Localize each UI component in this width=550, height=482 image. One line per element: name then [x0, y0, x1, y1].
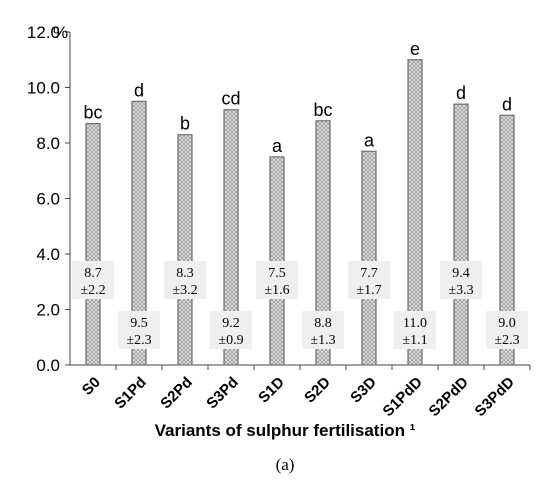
- bar: [85, 122, 101, 366]
- significance-letter: bc: [313, 100, 332, 120]
- data-label-sd: ±1.1: [402, 333, 427, 348]
- x-axis-title: Variants of sulphur fertilisation ¹: [155, 421, 416, 440]
- figure-caption: (a): [276, 455, 295, 474]
- data-label-mean: 9.5: [130, 316, 148, 331]
- bar: [269, 156, 285, 366]
- data-label-mean: 8.7: [84, 266, 102, 281]
- bar: [315, 120, 331, 366]
- category-label: S0: [79, 374, 104, 399]
- significance-letter: bc: [83, 103, 102, 123]
- data-label-box: [72, 261, 114, 299]
- data-label-box: [210, 311, 252, 349]
- significance-letter: cd: [221, 89, 240, 109]
- data-label-mean: 8.3: [176, 266, 194, 281]
- data-label-box: [256, 261, 298, 299]
- significance-letter: b: [180, 114, 190, 134]
- data-label-mean: 7.7: [360, 266, 378, 281]
- bar: [407, 59, 423, 366]
- data-label-mean: 7.5: [268, 266, 286, 281]
- data-label-sd: ±3.2: [172, 283, 197, 298]
- data-label-mean: 9.0: [498, 316, 516, 331]
- data-label-sd: ±1.3: [310, 333, 335, 348]
- significance-letter: d: [134, 80, 144, 100]
- data-label-sd: ±1.7: [356, 283, 381, 298]
- category-label: S2PdD: [426, 374, 472, 420]
- significance-letter: d: [456, 83, 466, 103]
- category-label: S2D: [301, 374, 334, 407]
- data-label-sd: ±2.3: [126, 333, 151, 348]
- y-tick-label: 2.0: [36, 301, 60, 320]
- y-tick-label: 12.0: [27, 23, 60, 42]
- data-label-mean: 9.4: [452, 266, 470, 281]
- data-label-box: [164, 261, 206, 299]
- bar: [131, 100, 147, 366]
- data-label-box: [302, 311, 344, 349]
- bar: [223, 109, 239, 366]
- significance-letter: d: [502, 94, 512, 114]
- category-label: S3PdD: [472, 374, 518, 420]
- data-label-box: [118, 311, 160, 349]
- y-tick-label: 10.0: [27, 79, 60, 98]
- data-label-box: [486, 311, 528, 349]
- significance-letter: e: [410, 39, 420, 59]
- data-label-sd: ±3.3: [448, 283, 473, 298]
- data-label-box: [348, 261, 390, 299]
- y-unit-label: %: [53, 23, 68, 42]
- data-label-mean: 11.0: [403, 316, 427, 331]
- y-tick-label: 6.0: [36, 190, 60, 209]
- category-label: S1PdD: [380, 374, 426, 420]
- data-label-sd: ±1.6: [264, 283, 289, 298]
- data-label-sd: ±0.9: [218, 333, 243, 348]
- data-label-mean: 9.2: [222, 316, 240, 331]
- bar: [499, 114, 515, 366]
- y-tick-label: 8.0: [36, 134, 60, 153]
- category-label: S1Pd: [111, 374, 150, 413]
- category-label: S3D: [347, 374, 380, 407]
- category-label: S2Pd: [157, 374, 196, 413]
- y-tick-label: 4.0: [36, 245, 60, 264]
- significance-letter: a: [272, 136, 283, 156]
- y-tick-label: 0.0: [36, 356, 60, 375]
- bar: [361, 150, 377, 366]
- bar: [177, 134, 193, 366]
- bar: [453, 103, 469, 366]
- data-label-mean: 8.8: [314, 316, 332, 331]
- data-label-sd: ±2.2: [80, 283, 105, 298]
- data-label-box: [394, 311, 436, 349]
- category-label: S3Pd: [203, 374, 242, 413]
- significance-letter: a: [364, 130, 375, 150]
- data-label-sd: ±2.3: [494, 333, 519, 348]
- category-label: S1D: [255, 374, 288, 407]
- data-label-box: [440, 261, 482, 299]
